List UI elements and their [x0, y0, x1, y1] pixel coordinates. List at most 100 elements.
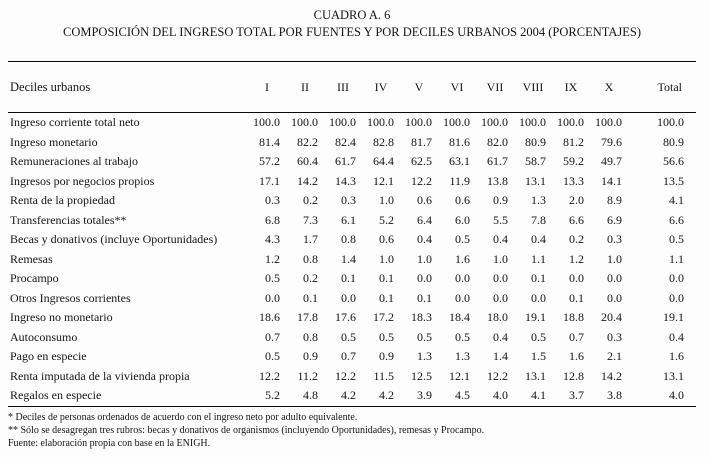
- cell-value: 59.2: [563, 154, 584, 168]
- cell-value: 0.7: [265, 329, 280, 344]
- cell-value: 4.1: [531, 388, 546, 402]
- cell-value: 80.9: [663, 134, 684, 149]
- row-label: Remuneraciones al trabajo: [10, 154, 138, 168]
- footnote-line: * Deciles de personas ordenados de acuer…: [8, 411, 358, 423]
- table-body: Ingreso corriente total neto 100.0 100.0 10…: [8, 113, 696, 407]
- table-row: Renta imputada de la vivienda propia 12.2…: [8, 367, 696, 387]
- cell-value: 0.2: [303, 193, 318, 207]
- cell-value: 6.0: [455, 212, 470, 227]
- cell-value: 0.2: [303, 271, 318, 285]
- cell-value: 13.8: [487, 173, 508, 188]
- footnote-line: ** Sólo se desagregan tres rubros: becas…: [8, 424, 485, 436]
- cell-value: 63.1: [449, 154, 470, 168]
- cell-value: 17.2: [373, 310, 394, 324]
- cell-value: 11.9: [449, 173, 470, 188]
- cell-value: 49.7: [601, 154, 622, 168]
- row-label: Autoconsumo: [10, 329, 78, 344]
- row-label: Regalos en especie: [10, 388, 102, 402]
- cell-value: 100.0: [595, 115, 622, 129]
- cell-value: 19.1: [663, 310, 684, 324]
- table-row: Regalos en especie 5.2 4.8 4.2 4.2 3.9 4.5 4.0 4…: [8, 386, 696, 406]
- cell-value: 1.4: [493, 349, 508, 363]
- cell-value: 64.4: [373, 154, 394, 168]
- cell-value: 61.7: [335, 154, 356, 168]
- cell-value: 1.0: [493, 251, 508, 266]
- cell-value: 100.0: [481, 115, 508, 129]
- cell-value: 0.5: [669, 232, 684, 246]
- cell-value: 12.2: [487, 368, 508, 383]
- cell-value: 0.5: [455, 232, 470, 246]
- row-label: Ingreso monetario: [10, 134, 98, 149]
- cell-value: 100.0: [557, 115, 584, 129]
- cell-value: 79.6: [601, 134, 622, 149]
- cell-value: 17.6: [335, 310, 356, 324]
- cell-value: 4.5: [455, 388, 470, 402]
- row-label: Transferencias totales**: [10, 212, 127, 227]
- row-label: Renta de la propiedad: [10, 193, 115, 207]
- cell-value: 11.2: [297, 368, 318, 383]
- cell-value: 4.0: [493, 388, 508, 402]
- row-label: Otros Ingresos corrientes: [10, 290, 131, 305]
- cell-value: 0.0: [455, 290, 470, 305]
- cell-value: 0.9: [379, 349, 394, 363]
- title-line-1: CUADRO A. 6: [313, 8, 391, 22]
- cell-value: 61.7: [487, 154, 508, 168]
- cell-value: 0.0: [607, 271, 622, 285]
- income-composition-table: Deciles urbanos I II III IV V VI VII VIII IX X Tot…: [8, 61, 696, 407]
- cell-value: 6.6: [669, 212, 684, 227]
- cell-value: 100.0: [405, 115, 432, 129]
- row-label: Renta imputada de la vivienda propia: [10, 368, 190, 383]
- cell-value: 0.5: [341, 329, 356, 344]
- row-label: Pago en especie: [10, 349, 87, 363]
- cell-value: 0.3: [341, 193, 356, 207]
- cell-value: 12.1: [449, 368, 470, 383]
- cell-value: 0.0: [417, 271, 432, 285]
- column-header-viii: VIII: [514, 61, 552, 113]
- cell-value: 6.6: [569, 212, 584, 227]
- cell-value: 0.5: [379, 329, 394, 344]
- cell-value: 81.7: [411, 134, 432, 149]
- cell-value: 18.3: [411, 310, 432, 324]
- cell-value: 4.1: [669, 193, 684, 207]
- cell-value: 8.9: [607, 193, 622, 207]
- cell-value: 0.4: [493, 232, 508, 246]
- row-label: Remesas: [10, 251, 53, 266]
- cell-value: 82.8: [373, 134, 394, 149]
- cell-value: 0.0: [569, 271, 584, 285]
- table-row: Remesas 1.2 0.8 1.4 1.0 1.0 1.6 1.0 1.1 1.2 1.0 1.1: [8, 250, 696, 270]
- cell-value: 0.9: [493, 193, 508, 207]
- cell-value: 57.2: [259, 154, 280, 168]
- cell-value: 0.8: [341, 232, 356, 246]
- column-header-ix: IX: [552, 61, 590, 113]
- cell-value: 4.8: [303, 388, 318, 402]
- cell-value: 0.5: [417, 329, 432, 344]
- cell-value: 0.1: [417, 290, 432, 305]
- table-row: Renta de la propiedad 0.3 0.2 0.3 1.0 0.6 0.6 0…: [8, 191, 696, 211]
- cell-value: 6.8: [265, 212, 280, 227]
- cell-value: 0.0: [669, 271, 684, 285]
- column-header-x: X: [590, 61, 628, 113]
- cell-value: 0.6: [379, 232, 394, 246]
- cell-value: 0.1: [341, 271, 356, 285]
- cell-value: 3.8: [607, 388, 622, 402]
- cell-value: 2.1: [607, 349, 622, 363]
- cell-value: 13.1: [525, 368, 546, 383]
- cell-value: 0.7: [569, 329, 584, 344]
- cell-value: 14.3: [335, 173, 356, 188]
- table-row: Pago en especie 0.5 0.9 0.7 0.9 1.3 1.3 1.4 1.5 1…: [8, 347, 696, 367]
- table-head: Deciles urbanos I II III IV V VI VII VIII IX X Tot…: [8, 61, 696, 113]
- cell-value: 1.6: [669, 349, 684, 363]
- cell-value: 100.0: [291, 115, 318, 129]
- cell-value: 0.2: [569, 232, 584, 246]
- cell-value: 0.0: [265, 290, 280, 305]
- cell-value: 0.3: [265, 193, 280, 207]
- cell-value: 18.0: [487, 310, 508, 324]
- table-row: Otros Ingresos corrientes 0.0 0.1 0.0 0.1 0.1…: [8, 289, 696, 309]
- cell-value: 0.0: [669, 290, 684, 305]
- cell-value: 5.2: [265, 388, 280, 402]
- cell-value: 2.0: [569, 193, 584, 207]
- cell-value: 1.2: [265, 251, 280, 266]
- cell-value: 62.5: [411, 154, 432, 168]
- column-header-v: V: [400, 61, 438, 113]
